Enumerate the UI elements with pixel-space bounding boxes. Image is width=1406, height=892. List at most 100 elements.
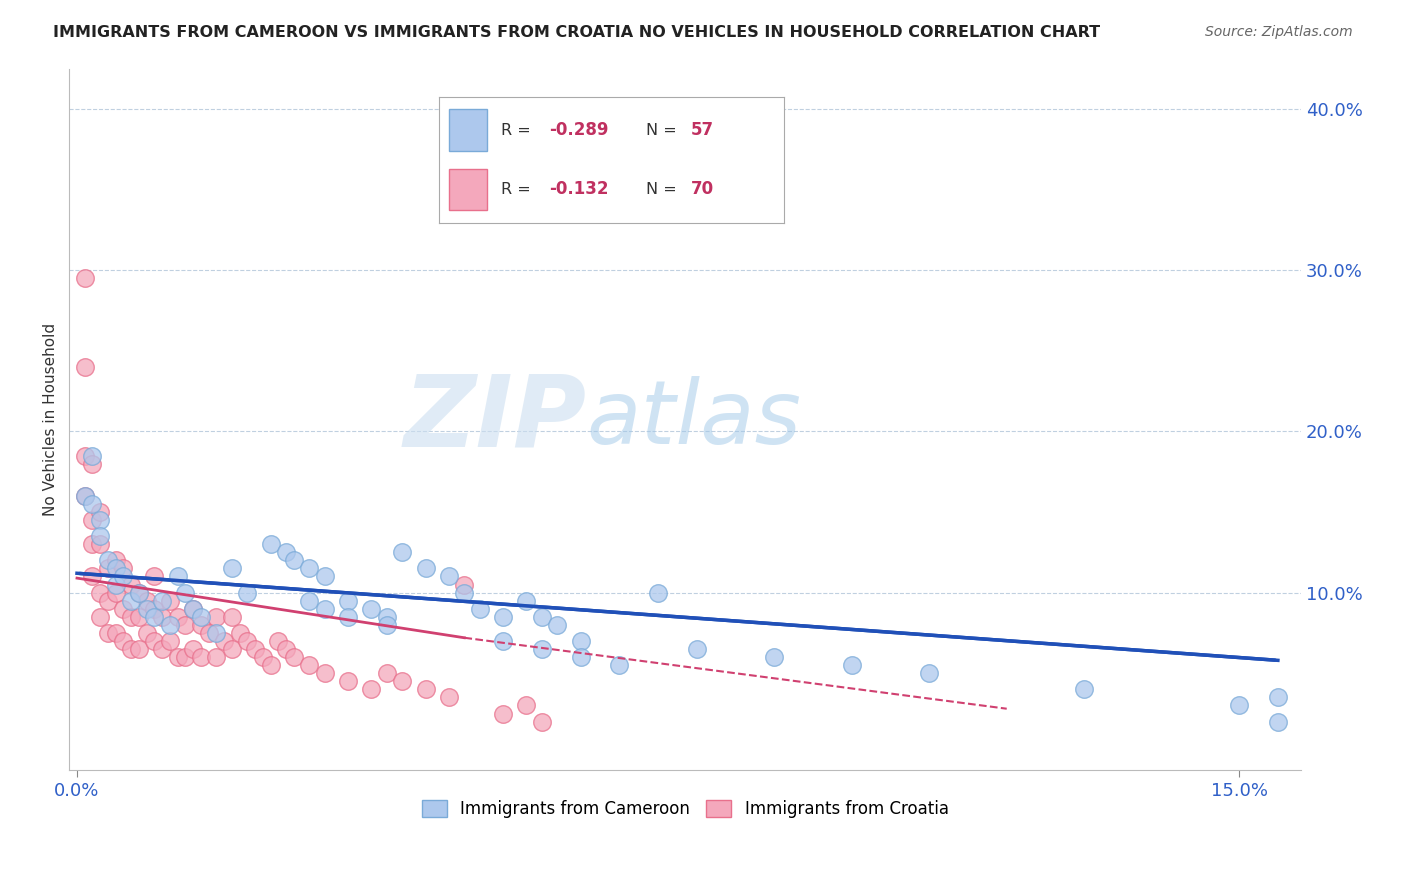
Text: IMMIGRANTS FROM CAMEROON VS IMMIGRANTS FROM CROATIA NO VEHICLES IN HOUSEHOLD COR: IMMIGRANTS FROM CAMEROON VS IMMIGRANTS F… [53, 25, 1101, 40]
Point [375, 618, 398, 632]
Point [1227, 698, 1250, 713]
Point [569, 634, 592, 648]
Point [166, 650, 188, 665]
Point [104, 561, 127, 575]
Point [143, 601, 166, 615]
Point [120, 577, 142, 591]
Point [337, 593, 360, 607]
Point [104, 626, 127, 640]
Point [391, 545, 413, 559]
Point [73, 271, 96, 285]
Point [89, 513, 111, 527]
Point [530, 642, 553, 657]
Point [283, 650, 305, 665]
Point [89, 585, 111, 599]
Point [128, 609, 150, 624]
Point [360, 682, 382, 697]
Point [181, 601, 204, 615]
Point [337, 609, 360, 624]
Point [569, 650, 592, 665]
Point [159, 634, 181, 648]
Point [276, 642, 298, 657]
Point [337, 674, 360, 689]
Point [97, 626, 120, 640]
Point [112, 561, 135, 575]
Point [515, 698, 537, 713]
Point [166, 569, 188, 583]
Point [205, 609, 228, 624]
Point [120, 642, 142, 657]
Point [1267, 690, 1289, 705]
Point [314, 666, 336, 681]
Point [205, 650, 228, 665]
Point [166, 609, 188, 624]
Point [243, 642, 266, 657]
Point [181, 601, 204, 615]
Point [375, 609, 398, 624]
Point [298, 593, 321, 607]
Point [112, 634, 135, 648]
Legend: Immigrants from Cameroon, Immigrants from Croatia: Immigrants from Cameroon, Immigrants fro… [415, 793, 956, 825]
Point [104, 585, 127, 599]
Point [212, 634, 235, 648]
Point [159, 618, 181, 632]
Point [174, 585, 197, 599]
Point [228, 626, 250, 640]
Text: Source: ZipAtlas.com: Source: ZipAtlas.com [1205, 25, 1353, 39]
Point [112, 569, 135, 583]
Point [492, 706, 515, 721]
Point [437, 569, 460, 583]
Point [314, 569, 336, 583]
Point [252, 650, 274, 665]
Point [236, 585, 259, 599]
Point [530, 714, 553, 729]
Point [174, 650, 197, 665]
Point [607, 658, 630, 673]
Point [82, 449, 104, 463]
Point [515, 593, 537, 607]
Point [97, 593, 120, 607]
Point [190, 618, 212, 632]
Point [82, 537, 104, 551]
Point [181, 642, 204, 657]
Point [150, 609, 173, 624]
Point [104, 577, 127, 591]
Point [375, 666, 398, 681]
Point [143, 634, 166, 648]
Point [128, 585, 150, 599]
Point [135, 626, 157, 640]
Point [89, 505, 111, 519]
Point [120, 609, 142, 624]
Point [391, 674, 413, 689]
Point [82, 569, 104, 583]
Point [128, 585, 150, 599]
Text: atlas: atlas [586, 376, 801, 462]
Point [73, 489, 96, 503]
Point [197, 626, 219, 640]
Point [267, 634, 290, 648]
Point [143, 609, 166, 624]
Point [260, 537, 283, 551]
Point [236, 634, 259, 648]
Point [686, 642, 709, 657]
Point [159, 593, 181, 607]
Point [530, 609, 553, 624]
Point [150, 593, 173, 607]
Point [415, 561, 437, 575]
Point [190, 609, 212, 624]
Point [82, 513, 104, 527]
Point [546, 618, 568, 632]
Point [314, 601, 336, 615]
Point [150, 642, 173, 657]
Point [104, 553, 127, 567]
Point [647, 585, 669, 599]
Point [205, 626, 228, 640]
Point [135, 593, 157, 607]
Point [283, 553, 305, 567]
Point [174, 618, 197, 632]
Point [918, 666, 941, 681]
Point [221, 561, 243, 575]
Point [492, 634, 515, 648]
Point [143, 569, 166, 583]
Text: ZIP: ZIP [404, 371, 586, 467]
